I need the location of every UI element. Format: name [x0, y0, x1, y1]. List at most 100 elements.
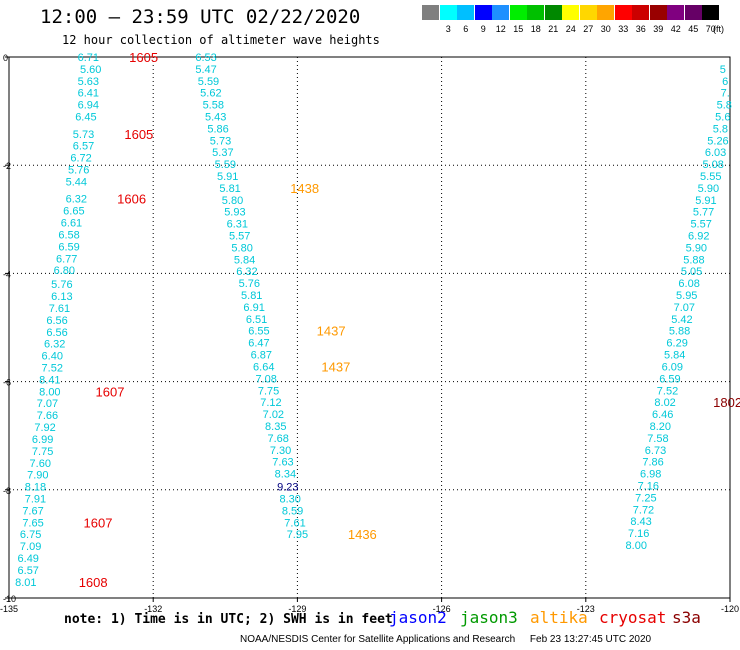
- swh-value: 9.23: [277, 482, 298, 494]
- satellite-s3a: s3a: [672, 608, 701, 627]
- swh-value: 6: [722, 76, 728, 88]
- swh-value: 5.90: [686, 242, 707, 254]
- swh-value: 7.60: [30, 458, 51, 470]
- swh-value: 7.68: [267, 433, 288, 445]
- swh-value: 7.65: [22, 517, 43, 529]
- legend-label: 36: [635, 24, 646, 34]
- legend-swatch: [544, 5, 562, 20]
- swh-value: 6.72: [70, 153, 91, 165]
- swh-value: 6.40: [42, 351, 63, 363]
- swh-value: 7.25: [635, 492, 656, 504]
- swh-value: 5.58: [203, 100, 224, 112]
- swh-value: 5.37: [212, 147, 233, 159]
- pass-time-label: 1802: [713, 395, 740, 410]
- swh-value: 5.93: [224, 207, 245, 219]
- swh-value: 8.59: [282, 505, 303, 517]
- swh-tracks: 6.715.605.636.416.946.455.736.576.725.76…: [15, 52, 732, 589]
- legend-label: 27: [583, 24, 594, 34]
- legend-label: 3: [445, 24, 451, 34]
- swh-value: 6.08: [678, 278, 699, 290]
- swh-value: 8.30: [279, 493, 300, 505]
- swh-value: 8.34: [275, 469, 296, 481]
- swh-value: 6.45: [75, 112, 96, 124]
- swh-value: 6.56: [46, 315, 67, 327]
- pass-time-label: 1437: [321, 359, 350, 374]
- lon-tick-label: -135: [0, 604, 18, 614]
- footer-org: NOAA/NESDIS Center for Satellite Applica…: [240, 634, 516, 645]
- swh-value: 7.72: [633, 504, 654, 516]
- swh-value: 7.16: [638, 480, 659, 492]
- map-frame: [8, 56, 731, 599]
- legend-swatch: [667, 5, 684, 20]
- legend-swatch: [457, 5, 474, 20]
- swh-value: 5.80: [222, 195, 243, 207]
- swh-value: 5.08: [702, 159, 723, 171]
- swh-value: 8.43: [630, 516, 651, 528]
- swh-value: 5.84: [234, 254, 255, 266]
- swh-value: 6.61: [61, 218, 82, 230]
- legend-label: 18: [530, 24, 541, 34]
- swh-value: 6.47: [248, 338, 269, 350]
- swh-value: 8.18: [25, 482, 46, 494]
- lat-tick-label: -6: [3, 378, 11, 388]
- legend-label: 6: [463, 24, 469, 34]
- legend-swatch: [562, 5, 579, 20]
- swh-value: 7.07: [674, 302, 695, 314]
- swh-value: 6.80: [54, 265, 75, 277]
- swh-value: 5.84: [664, 350, 685, 362]
- legend-label: 21: [548, 24, 559, 34]
- swh-value: 6.46: [652, 409, 673, 421]
- pass-time-label: 1436: [348, 527, 377, 542]
- swh-value: 6.59: [58, 241, 79, 253]
- swh-value: 7.95: [287, 529, 308, 541]
- swh-value: 7.61: [284, 517, 305, 529]
- swh-value: 8.20: [650, 421, 671, 433]
- legend-label: 45: [688, 24, 699, 34]
- swh-value: 6.58: [58, 229, 79, 241]
- legend-swatch: [579, 5, 597, 20]
- swh-value: 5.42: [671, 314, 692, 326]
- swh-value: 5.86: [207, 123, 228, 135]
- swh-value: 5.91: [217, 171, 238, 183]
- pass-time-label: 1608: [79, 575, 108, 590]
- swh-value: 7.66: [37, 410, 58, 422]
- lat-tick-label: -2: [3, 161, 11, 171]
- swh-value: 8.01: [15, 577, 36, 589]
- swh-value: 6.29: [666, 338, 687, 350]
- swh-value: 5.77: [693, 207, 714, 219]
- pass-time-label: 1605: [124, 127, 153, 142]
- pass-time-label: 1437: [317, 324, 346, 339]
- legend-swatch: [684, 5, 702, 20]
- swh-value: 7.12: [260, 397, 281, 409]
- legend-swatch: [632, 5, 649, 20]
- swh-value: 6.13: [51, 291, 72, 303]
- swh-value: 7.86: [642, 457, 663, 469]
- swh-value: 6.51: [246, 314, 267, 326]
- swh-value: 7.61: [49, 303, 70, 315]
- swh-value: 6.32: [44, 339, 65, 351]
- swh-value: 8.00: [626, 540, 647, 552]
- lon-tick-label: -132: [144, 604, 162, 614]
- swh-value: 7.16: [628, 528, 649, 540]
- swh-value: 6.03: [705, 147, 726, 159]
- legend-label: 24: [565, 24, 576, 34]
- legend-label: 12: [495, 24, 506, 34]
- swh-value: 5.59: [198, 76, 219, 88]
- lat-tick-label: -10: [3, 594, 16, 604]
- swh-value: 7.91: [25, 493, 46, 505]
- swh-value: 5.76: [239, 278, 260, 290]
- legend-label: 30: [600, 24, 611, 34]
- swh-value: 6.32: [66, 194, 87, 206]
- swh-value: 6.94: [78, 100, 99, 112]
- legend-swatch: [527, 5, 544, 20]
- swh-value: 6.31: [227, 219, 248, 231]
- swh-value: 5.90: [698, 183, 719, 195]
- swh-value: 7.09: [20, 541, 41, 553]
- swh-value: 7.67: [22, 505, 43, 517]
- swh-value: 5.73: [210, 135, 231, 147]
- swh-value: 6.77: [56, 253, 77, 265]
- footer: NOAA/NESDIS Center for Satellite Applica…: [240, 634, 663, 645]
- swh-value: 8.35: [265, 421, 286, 433]
- swh-value: 5.76: [68, 165, 89, 177]
